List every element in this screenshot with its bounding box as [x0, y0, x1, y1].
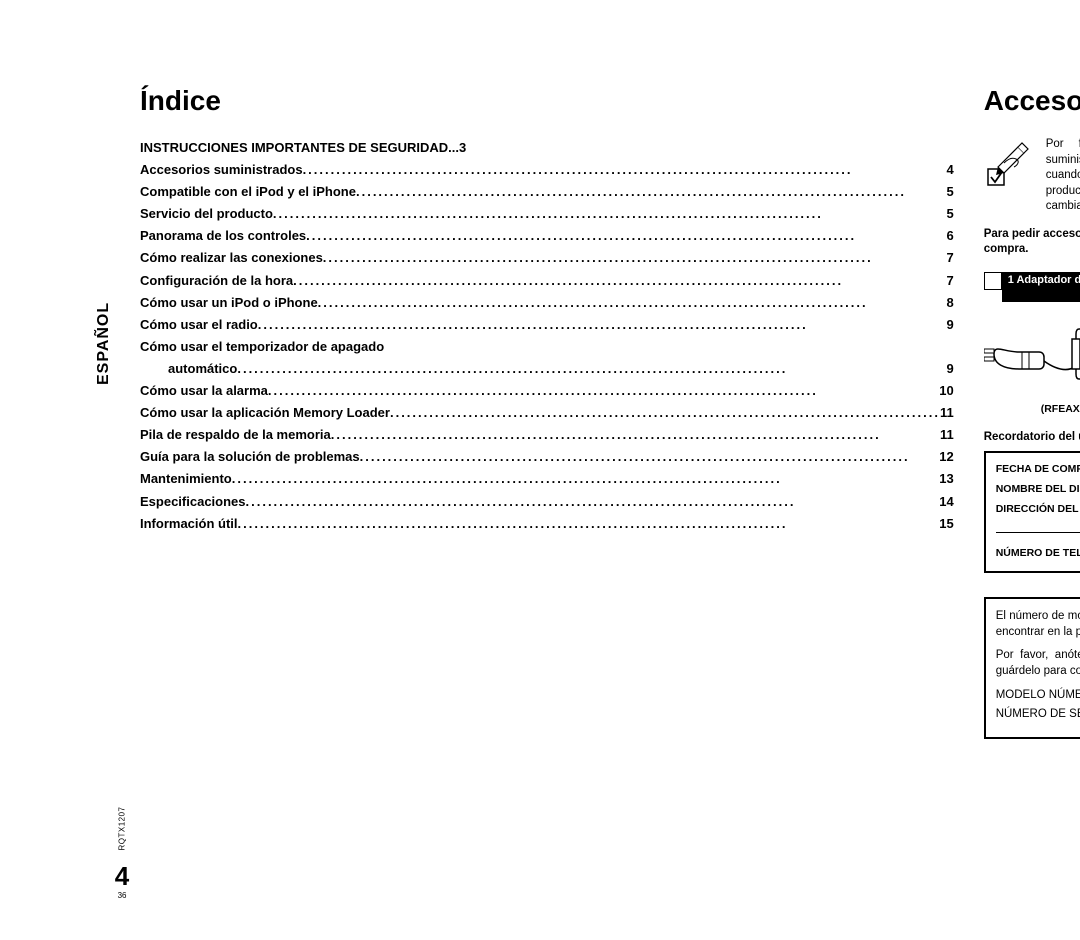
- toc-entry: Cómo usar el radio9: [140, 314, 954, 336]
- toc-entry: Cómo usar la alarma10: [140, 380, 954, 402]
- verify-note: Por favor, verifique e identifique los a…: [984, 137, 1080, 215]
- absolute-page-number: 36: [118, 891, 127, 900]
- toc-entry: Cómo realizar las conexiones7: [140, 247, 954, 269]
- accessories-column: Accesorios suministrados Por favor, veri…: [984, 85, 1080, 900]
- accessory-adapter: 1 Adaptador de CA: [984, 272, 1080, 415]
- chapter-page-number: 4: [115, 863, 129, 889]
- accessories-heading: Accesorios suministrados: [984, 85, 1080, 117]
- serial-number-field[interactable]: NÚMERO DE SERIE: [996, 707, 1080, 723]
- toc-entry: Servicio del producto5: [140, 203, 954, 225]
- toc-entry: Guía para la solución de problemas12: [140, 446, 954, 468]
- page-footer-badge: RQTX1207 4 36: [100, 824, 144, 900]
- accessories-row: 1 Adaptador de CA: [984, 272, 1080, 415]
- user-reminder-box: FECHA DE COMPRA NOMBRE DEL DISTRIBUIDOR …: [984, 451, 1080, 573]
- dealer-address-field[interactable]: DIRECCIÓN DEL DISTRIBUIDOR: [996, 503, 1080, 515]
- toc-entry: Pila de respaldo de la memoria11: [140, 424, 954, 446]
- index-column: Índice INSTRUCCIONES IMPORTANTES DE SEGU…: [140, 85, 954, 900]
- toc-entry-continuation: automático9: [140, 358, 954, 380]
- purchase-date-field[interactable]: FECHA DE COMPRA: [996, 463, 1080, 475]
- toc-entry: Mantenimiento13: [140, 468, 954, 490]
- verify-note-text: Por favor, verifique e identifique los a…: [1046, 137, 1080, 215]
- table-of-contents: INSTRUCCIONES IMPORTANTES DE SEGURIDAD..…: [140, 137, 954, 535]
- toc-entry: INSTRUCCIONES IMPORTANTES DE SEGURIDAD..…: [140, 137, 954, 159]
- toc-entry: Cómo usar el temporizador de apagado: [140, 336, 954, 358]
- toc-entry: Cómo usar la aplicación Memory Loader11: [140, 402, 954, 424]
- toc-entry: Configuración de la hora7: [140, 270, 954, 292]
- model-number-field[interactable]: MODELO NÚMERO RC-DC1: [996, 688, 1080, 704]
- page: ESPAÑOL Índice INSTRUCCIONES IMPORTANTES…: [0, 0, 1080, 940]
- pencil-check-icon: [984, 137, 1036, 189]
- accessory-checkbox[interactable]: [984, 272, 1002, 290]
- accessory-part-number: (RFEAX1005): [984, 403, 1080, 415]
- toc-entry: Información útil15: [140, 513, 954, 535]
- reminder-title: Recordatorio del usuario:: [984, 431, 1080, 443]
- toc-entry: Compatible con el iPod y el iPhone5: [140, 181, 954, 203]
- dealer-address-field-2[interactable]: [996, 523, 1080, 533]
- language-tab: ESPAÑOL: [95, 302, 113, 385]
- toc-entry: Especificaciones14: [140, 491, 954, 513]
- toc-entry: Accesorios suministrados4: [140, 159, 954, 181]
- toc-entry: Panorama de los controles6: [140, 225, 954, 247]
- accessory-label: 1 Adaptador de CA: [1002, 272, 1080, 302]
- document-code: RQTX1207: [118, 806, 127, 850]
- toc-entry: Cómo usar un iPod o iPhone8: [140, 292, 954, 314]
- serial-info-1: El número de modelo y número de serie de…: [996, 609, 1080, 640]
- model-serial-box: El número de modelo y número de serie de…: [984, 597, 1080, 738]
- adapter-illustration: [984, 306, 1080, 401]
- phone-field[interactable]: NÚMERO DE TELÉFONO: [996, 547, 1080, 559]
- order-instruction: Para pedir accesorios, llame al distribu…: [984, 227, 1080, 257]
- serial-info-2: Por favor, anótelo en el espacio suminis…: [996, 648, 1080, 679]
- index-heading: Índice: [140, 85, 954, 117]
- dealer-name-field[interactable]: NOMBRE DEL DISTRIBUIDOR: [996, 483, 1080, 495]
